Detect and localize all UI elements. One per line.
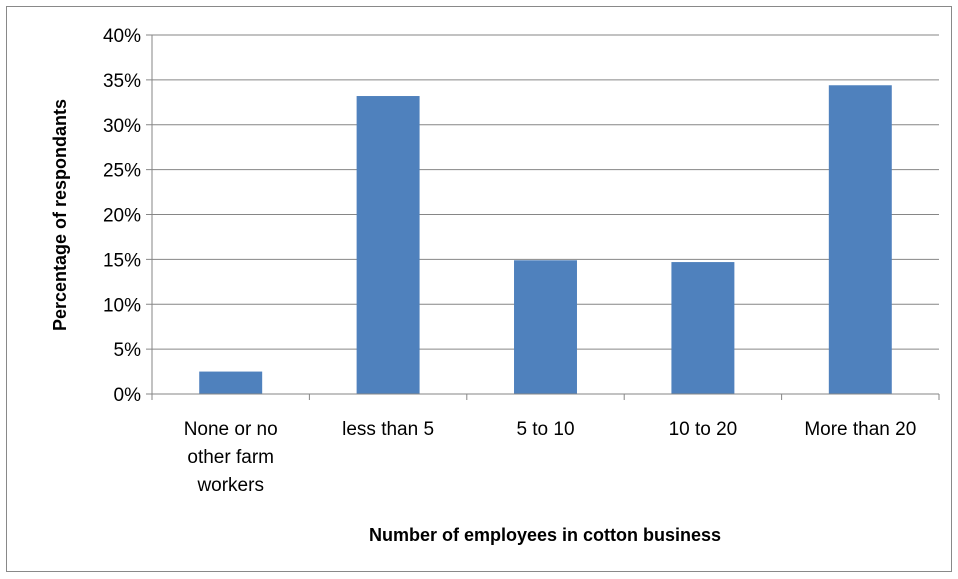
y-tick-label: 35%	[103, 71, 141, 92]
bars	[199, 85, 892, 394]
y-tick-label: 15%	[103, 250, 141, 271]
bar	[199, 371, 263, 394]
y-tick-label: 5%	[114, 340, 142, 361]
y-tick-label: 10%	[103, 295, 141, 316]
gridlines	[152, 34, 939, 350]
x-tick-label: None or no other farm workers	[184, 419, 278, 496]
y-axis-title: Percentage of respondants	[50, 99, 70, 331]
x-axis-title: Number of employees in cotton business	[369, 525, 721, 545]
y-tick-label: 25%	[103, 161, 141, 182]
y-tick-labels: 0% 5% 10% 15% 20% 25% 30% 35% 40%	[103, 26, 141, 406]
y-tick-label: 40%	[103, 26, 141, 47]
y-tick-label: 30%	[103, 116, 141, 137]
bar	[356, 96, 420, 394]
x-tick-label: 10 to 20	[669, 419, 738, 440]
bar	[671, 262, 735, 394]
bar	[514, 260, 577, 394]
x-tick-label: less than 5	[342, 419, 434, 440]
bar	[828, 85, 892, 394]
y-tick-label: 20%	[103, 206, 141, 227]
axes	[146, 34, 940, 400]
y-tick-label: 0%	[114, 385, 142, 406]
x-tick-labels: None or no other farm workers less than 5 5 …	[184, 419, 917, 496]
x-tick-label: More than 20	[804, 419, 916, 440]
x-tick-label: 5 to 10	[516, 419, 574, 440]
chart-frame	[6, 6, 952, 572]
